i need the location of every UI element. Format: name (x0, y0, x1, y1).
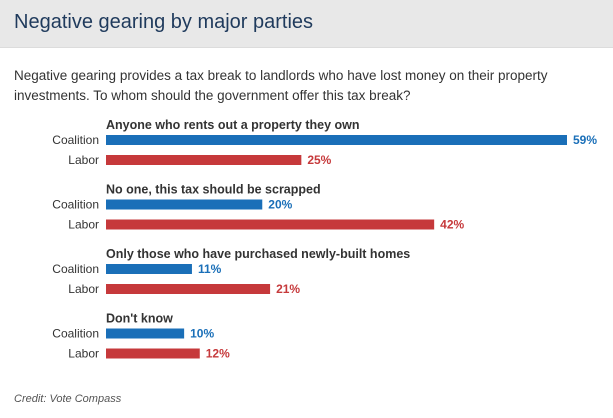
credit-line: Credit: Vote Compass (14, 393, 121, 405)
series-label: Coalition (52, 327, 99, 341)
bar-coalition (106, 135, 567, 145)
series-label: Coalition (52, 198, 99, 212)
value-label: 20% (268, 198, 292, 212)
value-label: 59% (573, 133, 597, 147)
value-label: 42% (440, 218, 464, 232)
series-label: Labor (68, 153, 99, 167)
group-label: Only those who have purchased newly-buil… (106, 247, 410, 261)
value-label: 21% (276, 282, 300, 296)
series-label: Coalition (52, 262, 99, 276)
value-label: 12% (206, 347, 230, 361)
series-label: Coalition (52, 133, 99, 147)
bar-coalition (106, 200, 262, 210)
bar-labor (106, 349, 200, 359)
series-label: Labor (68, 282, 99, 296)
bar-coalition (106, 329, 184, 339)
bar-labor (106, 220, 434, 230)
value-label: 11% (198, 262, 222, 276)
group-label: Anyone who rents out a property they own (106, 118, 360, 132)
bar-labor (106, 155, 301, 165)
bar-labor (106, 284, 270, 294)
bar-coalition (106, 264, 192, 274)
series-label: Labor (68, 347, 99, 361)
group-label: No one, this tax should be scrapped (106, 183, 321, 197)
series-label: Labor (68, 218, 99, 232)
bar-chart: Anyone who rents out a property they own… (0, 0, 613, 418)
value-label: 10% (190, 327, 214, 341)
value-label: 25% (307, 153, 331, 167)
group-label: Don't know (106, 312, 173, 326)
